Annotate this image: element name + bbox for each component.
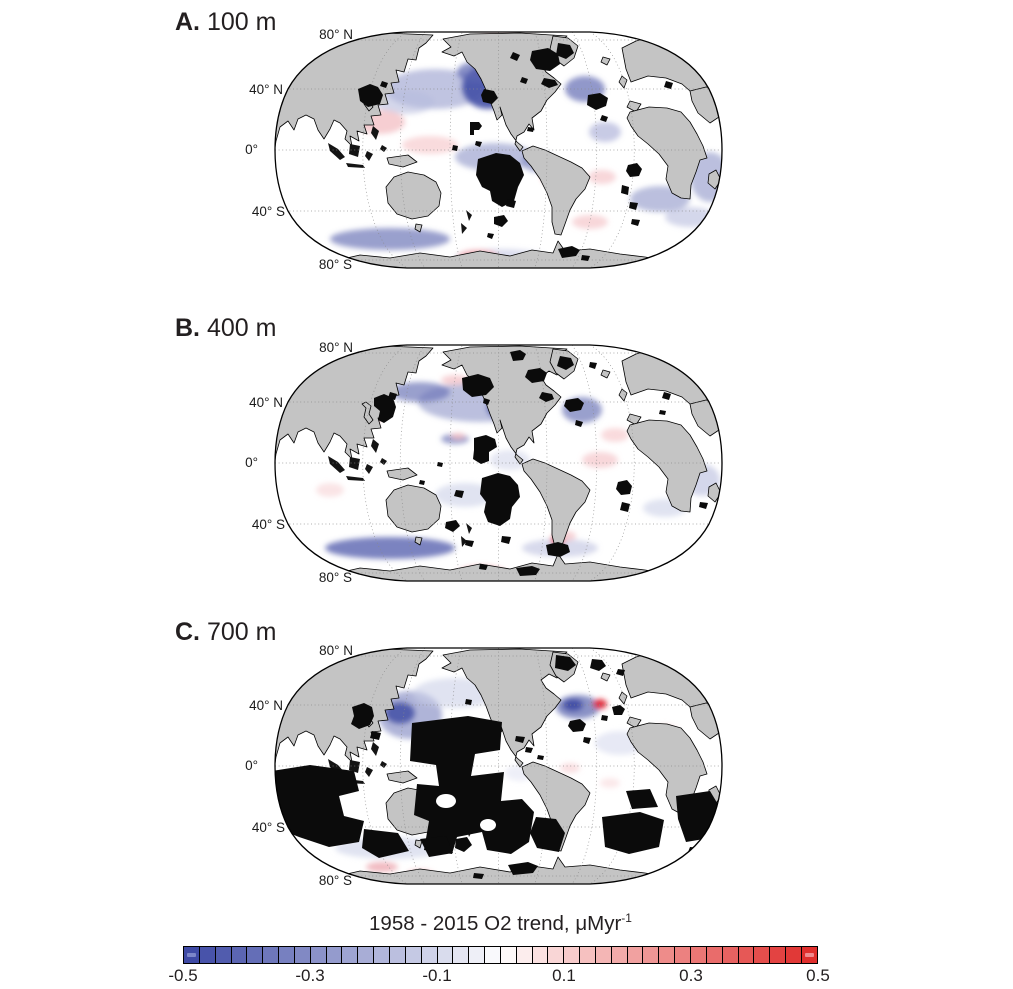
colorbar-cell — [452, 946, 470, 964]
colorbar-cell — [642, 946, 660, 964]
colorbar-cell — [246, 946, 264, 964]
colorbar-cell — [436, 946, 454, 964]
map-panel-b: 80° N 40° N 0° 40° S 80° S — [245, 340, 727, 586]
lat-label-80s: 80° S — [318, 257, 352, 272]
lat-label-0: 0° — [245, 758, 258, 773]
panel-a-depth: 100 m — [207, 8, 277, 36]
colorbar-cell — [214, 946, 232, 964]
colorbar-cell — [579, 946, 597, 964]
colorbar-cell — [658, 946, 676, 964]
colorbar-tick: -0.3 — [295, 966, 325, 985]
lat-label-0: 0° — [245, 455, 258, 470]
lat-label-80n: 80° N — [319, 27, 353, 42]
colorbar-cell — [800, 946, 819, 964]
colorbar-cell — [531, 946, 549, 964]
colorbar-cell — [309, 946, 327, 964]
panel-b-label: B. 400 m — [175, 314, 276, 343]
colorbar-cell — [468, 946, 486, 964]
lat-label-40s: 40° S — [251, 820, 285, 835]
masked-regions-100m — [358, 43, 673, 261]
colorbar-cell — [690, 946, 708, 964]
colorbar-cell — [183, 946, 201, 964]
colorbar-cell — [785, 946, 803, 964]
colorbar-cell — [484, 946, 502, 964]
colorbar-tick: 0.5 — [806, 966, 830, 985]
colorbar-cell — [515, 946, 533, 964]
colorbar-tick: -0.5 — [168, 966, 198, 985]
colorbar-cell — [737, 946, 755, 964]
colorbar-cell — [198, 946, 217, 964]
colorbar-underflow-marker — [187, 953, 197, 957]
colorbar-title: 1958 - 2015 O2 trend, μMyr-1 — [183, 911, 818, 936]
masked-regions-400m — [374, 350, 708, 576]
colorbar-cell — [626, 946, 644, 964]
panel-c-tag: C. — [175, 618, 200, 646]
lat-label-80n: 80° N — [319, 340, 353, 355]
colorbar-cell — [262, 946, 280, 964]
panel-a-label: A. 100 m — [175, 8, 276, 37]
lat-label-40n: 40° N — [249, 395, 283, 410]
map-panel-c: 80° N 40° N 0° 40° S 80° S — [245, 643, 727, 889]
colorbar-overflow-marker — [804, 953, 815, 957]
panel-c-label: C. 700 m — [175, 618, 276, 647]
colorbar-cell — [325, 946, 343, 964]
map-panel-a: 80° N 40° N 0° 40° S 80° S — [245, 27, 727, 273]
colorbar-cell — [404, 946, 423, 964]
colorbar-cell — [674, 946, 692, 964]
colorbar-cell — [293, 946, 312, 964]
colorbar-cell — [373, 946, 391, 964]
colorbar-cell — [594, 946, 613, 964]
colorbar-title-text: 1958 - 2015 O2 trend, μMyr — [369, 911, 622, 935]
lat-label-80n: 80° N — [319, 643, 353, 658]
lat-label-80s: 80° S — [318, 570, 352, 585]
panel-c-depth: 700 m — [207, 618, 277, 646]
world-map-100m — [270, 31, 723, 273]
world-map-400m — [270, 344, 723, 586]
panel-b-depth: 400 m — [207, 314, 277, 342]
lat-label-40n: 40° N — [249, 698, 283, 713]
panel-a-tag: A. — [175, 8, 200, 36]
colorbar-cell — [388, 946, 407, 964]
colorbar-cell — [357, 946, 375, 964]
colorbar-cell — [341, 946, 359, 964]
colorbar-cell — [547, 946, 565, 964]
lat-label-40s: 40° S — [251, 517, 285, 532]
lat-label-0: 0° — [245, 142, 258, 157]
colorbar-ticks: -0.5 -0.3 -0.1 0.1 0.3 0.5 — [168, 966, 829, 986]
world-map-700m — [270, 647, 723, 889]
colorbar — [183, 946, 819, 964]
colorbar-cell — [499, 946, 518, 964]
colorbar-tick: 0.1 — [552, 966, 576, 985]
colorbar-tick: -0.1 — [422, 966, 452, 985]
colorbar-cell — [278, 946, 296, 964]
colorbar-cell — [769, 946, 787, 964]
colorbar-cell — [721, 946, 739, 964]
colorbar-cell — [230, 946, 248, 964]
colorbar-cell — [753, 946, 771, 964]
colorbar-cell — [610, 946, 629, 964]
lat-label-80s: 80° S — [318, 873, 352, 888]
masked-regions-700m — [275, 655, 722, 879]
colorbar-title-exponent: -1 — [621, 911, 632, 925]
lat-label-40s: 40° S — [251, 204, 285, 219]
colorbar-cell — [705, 946, 724, 964]
colorbar-tick: 0.3 — [679, 966, 703, 985]
colorbar-cell — [563, 946, 581, 964]
colorbar-cell — [420, 946, 438, 964]
lat-label-40n: 40° N — [249, 82, 283, 97]
panel-b-tag: B. — [175, 314, 200, 342]
